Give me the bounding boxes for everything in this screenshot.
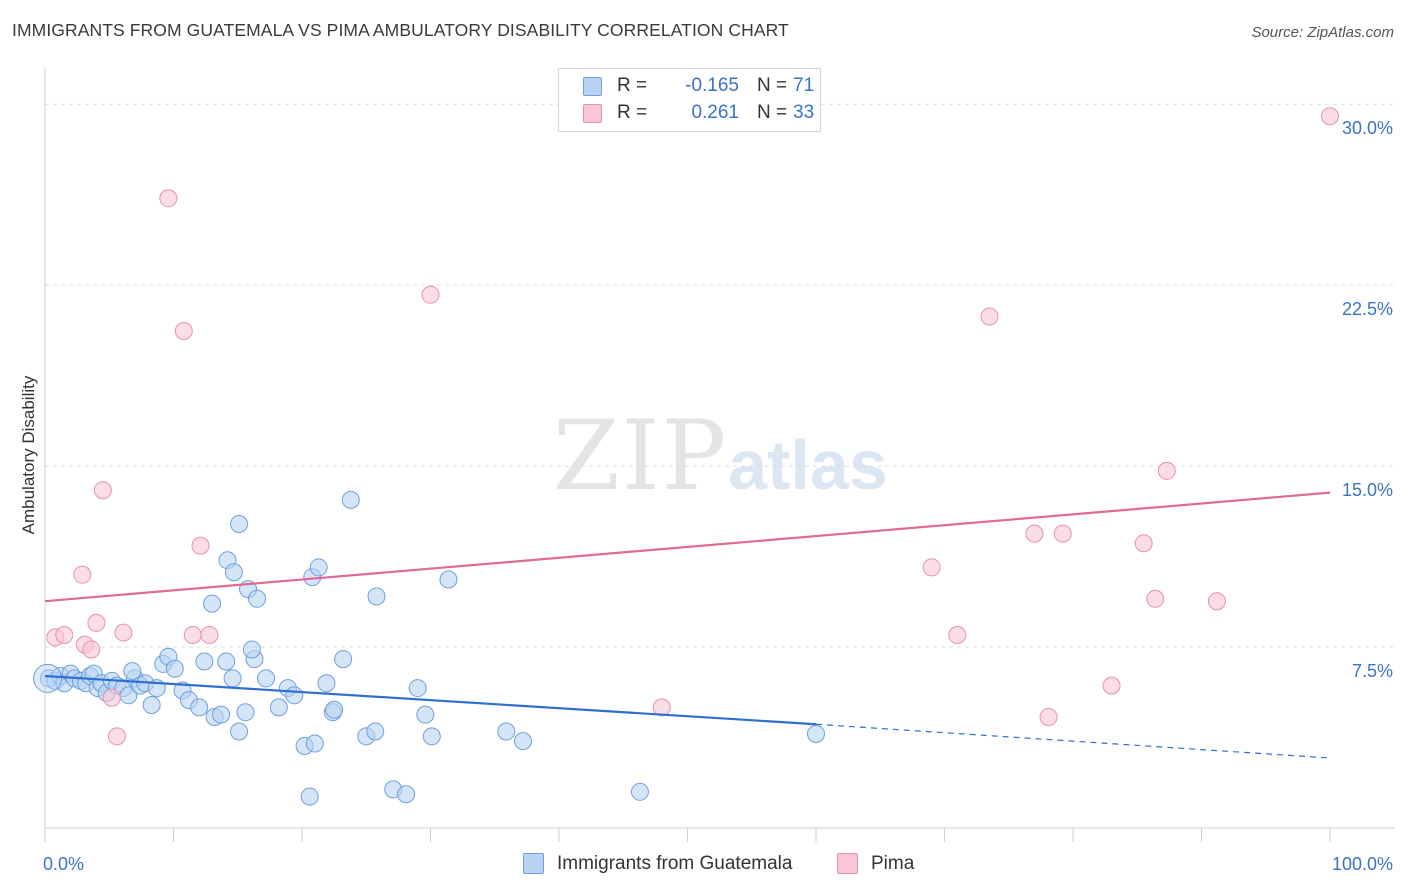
data-point-guatemala — [325, 700, 344, 719]
data-point-guatemala — [285, 686, 304, 705]
data-point-guatemala — [334, 650, 353, 669]
data-point-pima — [191, 536, 210, 555]
data-point-guatemala — [123, 662, 142, 681]
data-point-pima — [980, 307, 999, 326]
legend-n-value: 33 — [793, 102, 815, 123]
data-point-pima — [102, 688, 121, 707]
y-tick-label: 22.5% — [1342, 299, 1393, 319]
data-point-pima — [114, 623, 133, 642]
data-point-guatemala — [223, 669, 242, 688]
data-point-guatemala — [305, 734, 324, 753]
y-tick-label: 7.5% — [1352, 661, 1393, 681]
data-point-guatemala — [203, 594, 222, 613]
data-point-guatemala — [257, 669, 276, 688]
data-point-pima — [1025, 524, 1044, 543]
data-point-pima — [1102, 676, 1121, 695]
y-tick-label: 30.0% — [1342, 118, 1393, 138]
data-point-pima — [159, 189, 178, 208]
data-point-pima — [183, 625, 202, 644]
data-point-guatemala — [190, 698, 209, 717]
data-point-guatemala — [248, 589, 267, 608]
data-point-guatemala — [408, 679, 427, 698]
data-point-guatemala — [422, 727, 441, 746]
data-point-guatemala — [367, 587, 386, 606]
trend-line-pima — [44, 491, 1331, 603]
watermark-zip: ZIP — [553, 400, 729, 512]
legend-n-label: N = — [757, 75, 788, 96]
data-point-guatemala — [366, 722, 385, 741]
y-tick-label: 15.0% — [1342, 480, 1393, 500]
data-point-pima — [87, 613, 106, 632]
data-point-guatemala — [224, 563, 243, 582]
data-point-guatemala — [807, 724, 825, 743]
data-point-pima — [107, 727, 126, 746]
trend-line-extension-guatemala — [815, 723, 1331, 759]
data-point-pima — [922, 558, 941, 577]
x-tick-label: 100.0% — [1332, 854, 1393, 874]
chart-title: IMMIGRANTS FROM GUATEMALA VS PIMA AMBULA… — [12, 20, 789, 40]
data-point-guatemala-cluster — [33, 663, 63, 693]
data-point-guatemala — [212, 705, 231, 724]
data-point-pima — [200, 625, 219, 644]
data-point-pima — [1053, 524, 1072, 543]
stats-legend: R = -0.165 N = 71 R = 0.261 N = 33 — [558, 68, 821, 132]
data-point-pima — [652, 698, 671, 717]
data-point-guatemala — [341, 490, 360, 509]
data-point-guatemala — [300, 787, 319, 806]
data-point-pima — [174, 321, 193, 340]
bottom-legend-swatch-blue — [523, 853, 544, 874]
legend-r-value: 0.261 — [691, 102, 739, 123]
data-point-guatemala — [217, 652, 236, 671]
data-point-pima — [1134, 534, 1153, 553]
y-axis-label: Ambulatory Disability — [19, 375, 38, 535]
source-credit: Source: ZipAtlas.com — [1251, 24, 1394, 41]
watermark: ZIPatlas — [553, 400, 888, 512]
data-point-guatemala — [416, 705, 435, 724]
trend-line-guatemala — [44, 674, 817, 726]
bottom-legend-swatch-pink — [837, 853, 858, 874]
data-point-guatemala — [630, 782, 649, 801]
x-tick-label: 0.0% — [43, 854, 84, 874]
data-point-guatemala — [142, 695, 161, 714]
data-point-guatemala — [195, 652, 214, 671]
data-point-pima — [1157, 461, 1176, 480]
data-point-guatemala — [230, 722, 249, 741]
data-point-pima — [421, 285, 440, 304]
data-point-guatemala — [514, 732, 533, 751]
legend-n-value: 71 — [793, 75, 815, 96]
data-point-guatemala — [309, 558, 328, 577]
data-point-pima — [82, 640, 101, 659]
data-point-guatemala — [439, 570, 458, 589]
data-point-guatemala — [497, 722, 516, 741]
legend-swatch-pink — [583, 104, 602, 123]
bottom-legend-label: Immigrants from Guatemala — [557, 853, 793, 874]
legend-r-value: -0.165 — [685, 75, 739, 96]
data-point-guatemala — [269, 698, 288, 717]
watermark-atlas: atlas — [728, 426, 888, 504]
data-point-guatemala — [242, 640, 261, 659]
data-point-guatemala — [236, 703, 255, 722]
data-point-pima — [1039, 708, 1058, 727]
data-point-pima — [55, 625, 74, 644]
data-point-pima — [1146, 589, 1165, 608]
data-point-guatemala — [230, 515, 249, 533]
data-point-pima — [73, 565, 92, 584]
data-point-guatemala — [397, 785, 416, 804]
data-point-pima — [93, 481, 112, 500]
legend-r-label: R = — [617, 75, 648, 96]
legend-n-label: N = — [757, 102, 788, 123]
data-point-guatemala — [165, 659, 184, 678]
data-point-pima — [1321, 107, 1339, 126]
legend-r-label: R = — [617, 102, 648, 123]
legend-swatch-blue — [583, 77, 602, 96]
bottom-legend-label: Pima — [871, 853, 915, 874]
data-point-pima — [1207, 592, 1226, 611]
data-point-guatemala — [317, 674, 336, 693]
data-point-pima — [948, 625, 967, 644]
